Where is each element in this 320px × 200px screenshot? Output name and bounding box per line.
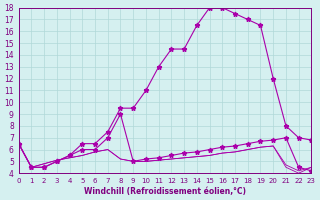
X-axis label: Windchill (Refroidissement éolien,°C): Windchill (Refroidissement éolien,°C) [84,187,246,196]
